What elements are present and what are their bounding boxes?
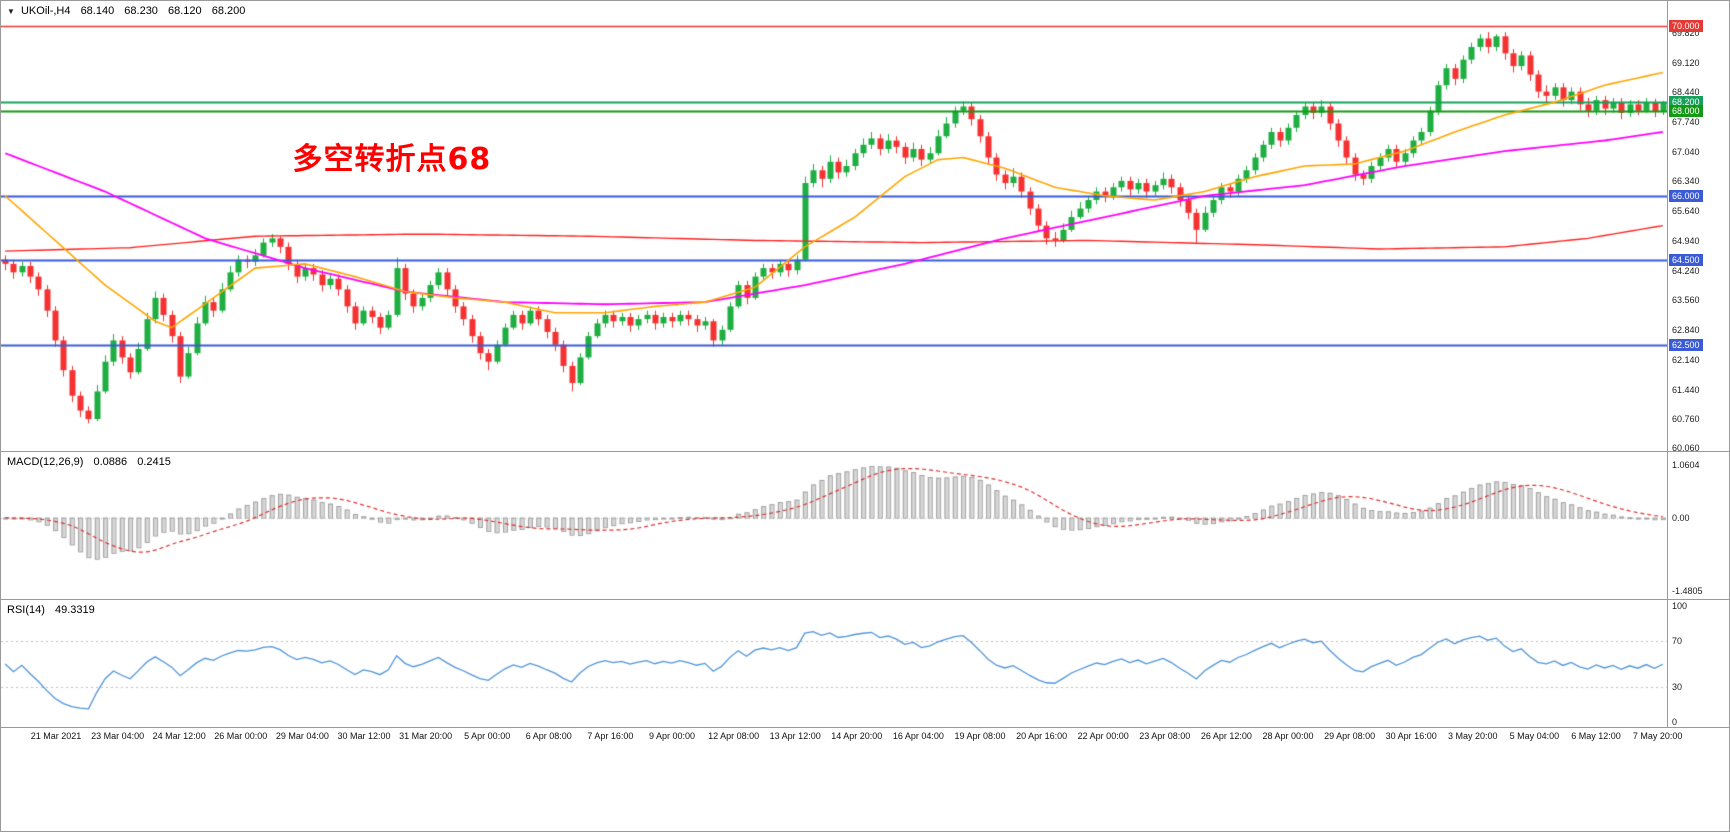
time-axis-label: 16 Apr 04:00 [892,731,944,741]
rsi-axis[interactable]: 100 70 30 0 [1668,600,1729,727]
axis-tick-label: 64.240 [1672,265,1700,276]
price-level-label: 70.000 [1669,19,1703,32]
panel-separator[interactable] [1,451,1729,452]
price-level-label: 66.000 [1669,189,1703,202]
axis-tick-label: 60.060 [1672,443,1700,454]
time-axis-label: 30 Mar 12:00 [337,731,391,741]
axis-tick-label: 67.740 [1672,116,1700,127]
axis-tick-label: 67.040 [1672,146,1700,157]
time-axis-label: 29 Mar 04:00 [275,731,329,741]
axis-tick-label: 61.440 [1672,384,1700,395]
axis-tick-label: 30 [1672,682,1683,693]
time-axis-label: 6 Apr 08:00 [525,731,572,741]
axis-tick-label: 0 [1672,717,1678,727]
axis-tick-label: 63.560 [1672,294,1700,305]
time-axis-label: 14 Apr 20:00 [831,731,883,741]
axis-tick-label: 62.840 [1672,325,1700,336]
time-axis-label: 26 Mar 00:00 [214,731,268,741]
chart-annotation-text[interactable]: 多空转折点68 [292,142,492,178]
time-axis-label: 29 Apr 08:00 [1324,731,1376,741]
time-axis-label: 9 Apr 00:00 [648,731,696,741]
rsi-name-label: RSI(14) [7,604,45,616]
price-chart-canvas[interactable] [1,1,1667,451]
macd-signal-value: 0.2415 [137,456,171,468]
axis-tick-label: 60.760 [1672,413,1700,424]
axis-tick-label: -1.4805 [1672,585,1703,596]
time-axis-label: 31 Mar 20:00 [399,731,453,741]
symbol-timeframe-label: UKOil-,H4 [20,5,71,17]
time-axis-label: 21 Mar 2021 [30,731,82,741]
price-level-label: 64.500 [1669,253,1703,266]
axis-divider [1667,1,1668,728]
price-level-label: 62.500 [1669,338,1703,351]
axis-tick-label: 100 [1672,601,1688,611]
time-axis-label: 3 May 20:00 [1448,731,1498,741]
axis-tick-label: 69.120 [1672,58,1700,69]
time-axis-label: 26 Apr 12:00 [1200,731,1252,741]
axis-tick-label: 69.820 [1672,28,1700,39]
macd-axis[interactable]: 1.0604 0.00 -1.4805 [1668,452,1729,599]
time-axis-label: 23 Apr 08:00 [1139,731,1191,741]
time-axis-separator [1,727,1729,728]
ohlc-close-value: 68.200 [211,5,246,17]
price-level-label: 68.000 [1669,104,1703,117]
ohlc-open-value: 68.140 [80,5,115,17]
rsi-value: 49.3319 [54,604,95,616]
time-axis-label: 13 Apr 12:00 [769,731,821,741]
axis-tick-label: 68.440 [1672,87,1700,98]
rsi-header: RSI(14) 49.3319 [7,604,95,616]
time-axis-label: 12 Apr 08:00 [708,731,760,741]
macd-name-label: MACD(12,26,9) [7,456,84,468]
ohlc-low-value: 68.120 [168,5,202,17]
time-axis-label: 19 Apr 08:00 [954,731,1006,741]
axis-tick-label: 64.940 [1672,235,1700,246]
time-axis-label: 24 Mar 12:00 [152,731,206,741]
rsi-indicator-canvas[interactable] [1,600,1667,727]
ohlc-high-value: 68.230 [124,5,158,17]
time-axis-label: 30 Apr 16:00 [1385,731,1437,741]
time-axis-label: 23 Mar 04:00 [91,731,145,741]
panel-separator[interactable] [1,599,1729,600]
macd-main-value: 0.0886 [93,456,128,468]
axis-tick-label: 65.640 [1672,206,1700,217]
time-axis-label: 20 Apr 16:00 [1016,731,1068,741]
time-axis-label: 6 May 12:00 [1571,731,1621,741]
axis-tick-label: 1.0604 [1672,460,1700,471]
axis-tick-label: 0.00 [1672,512,1690,523]
time-axis-label: 28 Apr 00:00 [1262,731,1314,741]
time-axis-label: 5 May 04:00 [1509,731,1560,741]
axis-tick-label: 66.340 [1672,176,1700,187]
time-axis-label: 7 Apr 16:00 [587,731,634,741]
time-axis-label: 5 Apr 00:00 [464,731,511,741]
axis-tick-label: 62.140 [1672,354,1700,365]
time-axis[interactable]: 21 Mar 2021 23 Mar 04:00 24 Mar 12:00 26 Ma… [1,731,1683,747]
axis-tick-label: 70 [1672,635,1683,646]
time-axis-label: 22 Apr 00:00 [1077,731,1129,741]
symbol-dropdown-icon[interactable]: ▼ [7,7,15,16]
price-axis[interactable]: 69.820 69.120 68.440 67.740 67.040 66.340 65.6… [1668,1,1729,454]
chart-header: ▼ UKOil-,H4 68.140 68.230 68.120 68.200 [7,5,245,17]
macd-header: MACD(12,26,9) 0.0886 0.2415 [7,456,171,468]
macd-indicator-canvas[interactable] [1,452,1667,599]
time-axis-label: 7 May 20:00 [1632,731,1683,741]
